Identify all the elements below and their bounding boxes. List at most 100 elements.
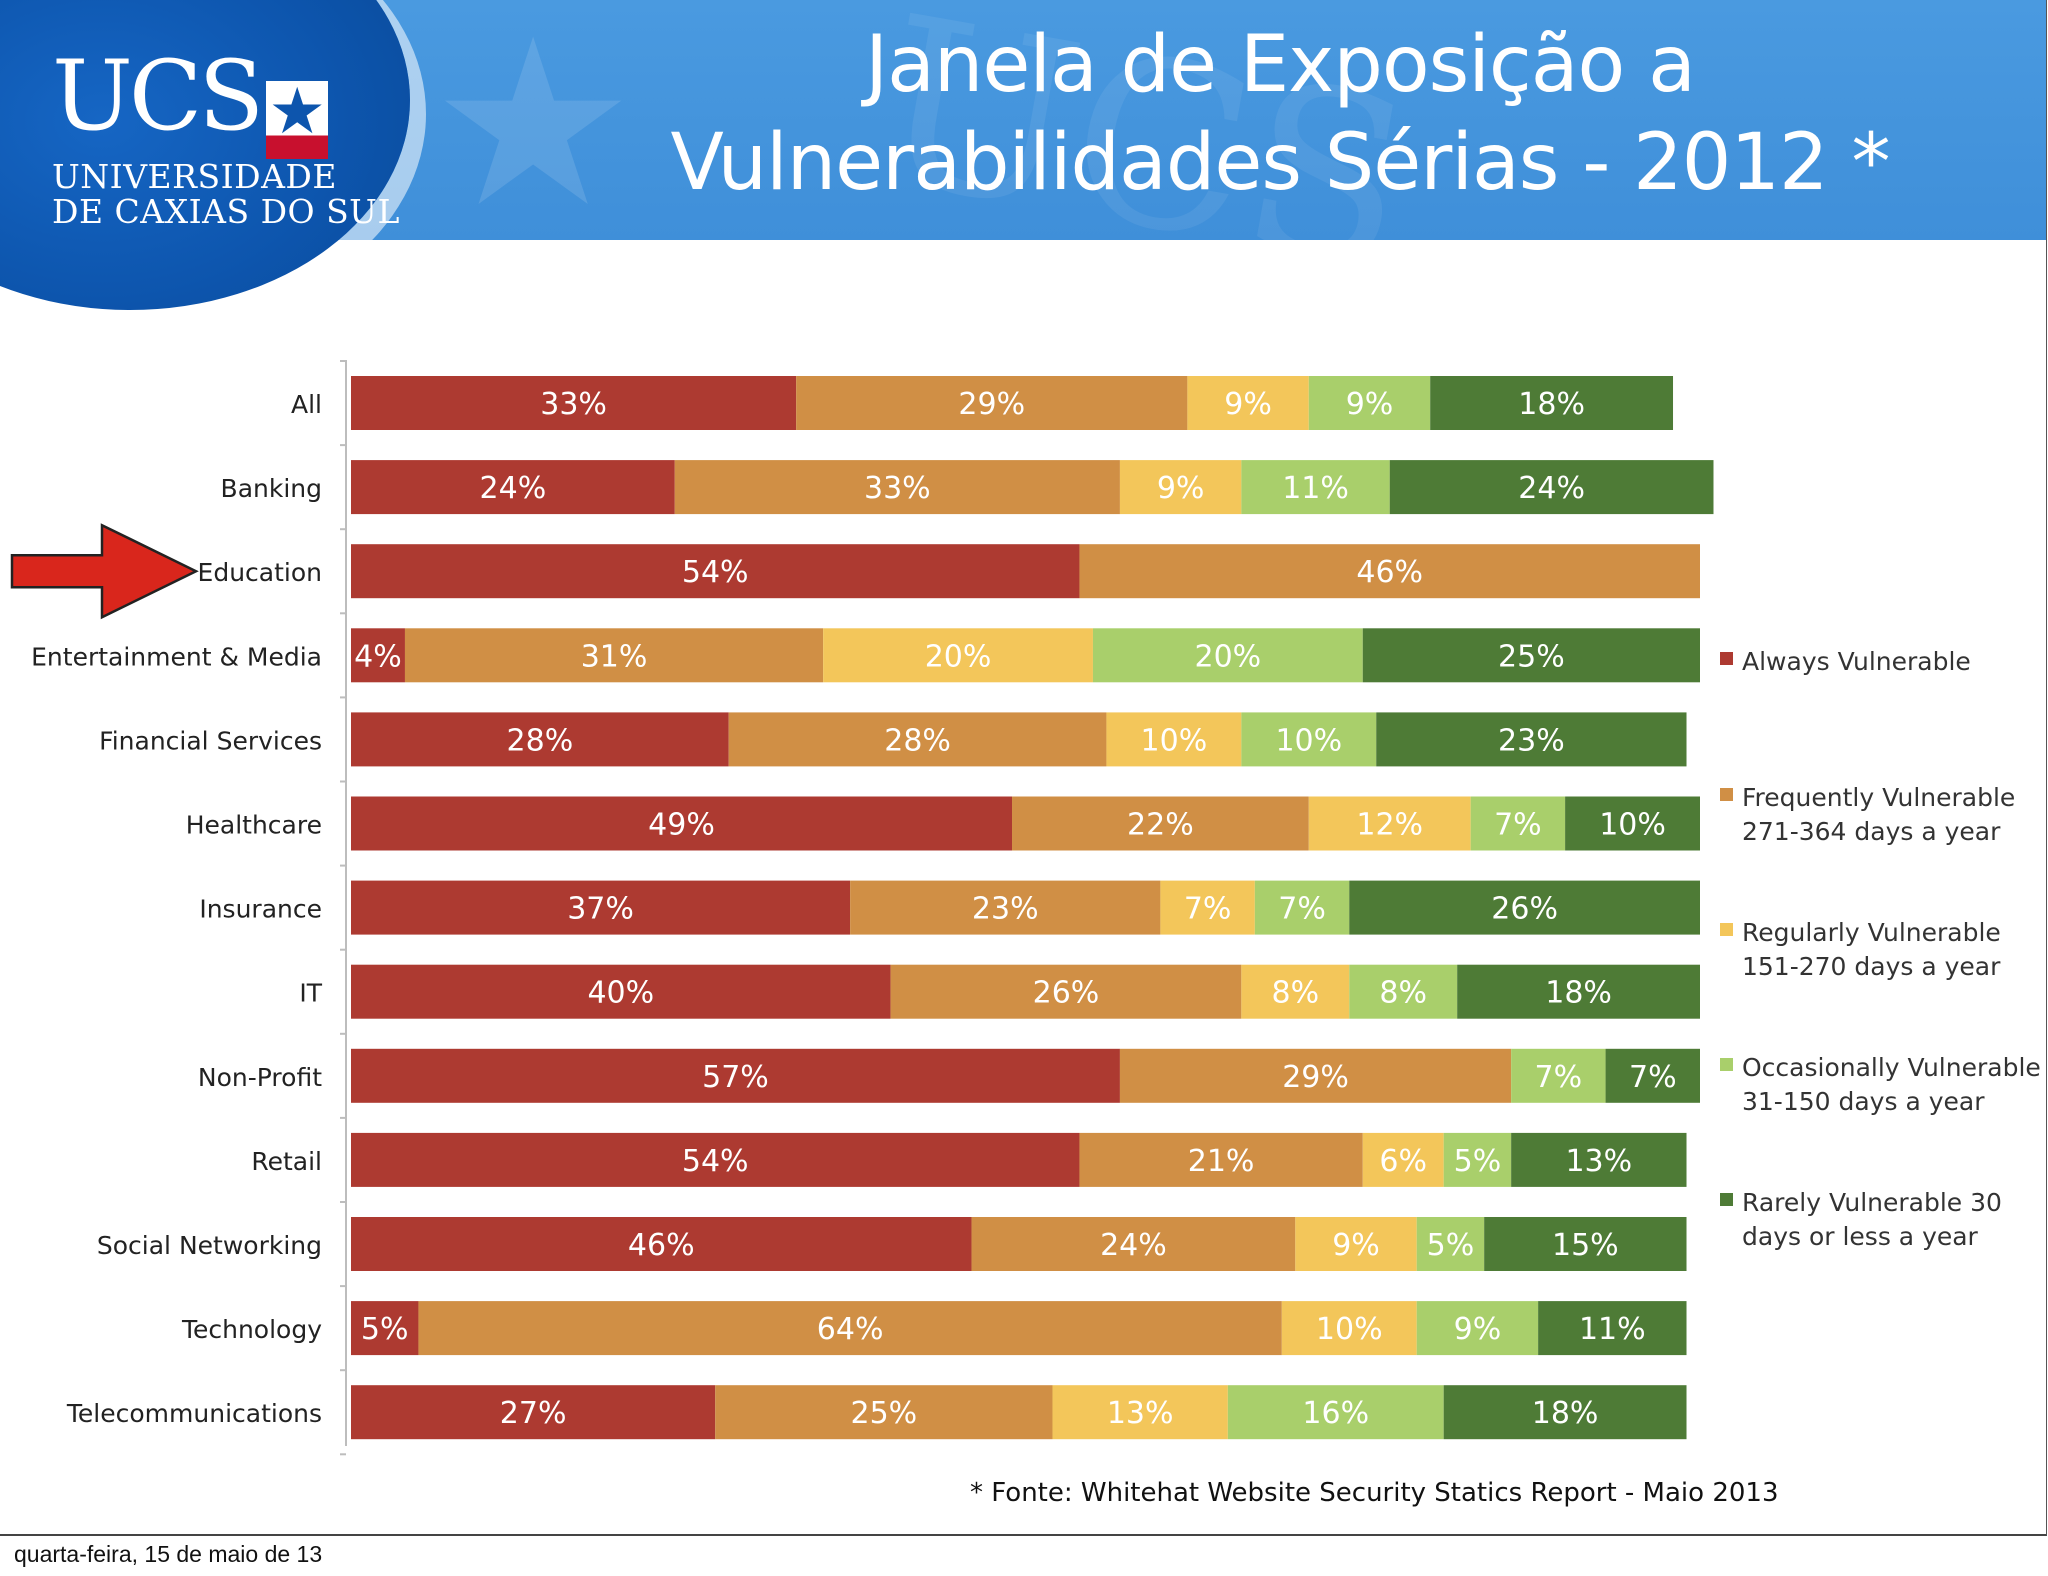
bar-segment — [1511, 1048, 1606, 1103]
data-label: 13% — [1107, 1396, 1174, 1431]
bar-segment — [351, 460, 675, 515]
data-label: 46% — [628, 1228, 695, 1263]
bar-segment — [1538, 1301, 1687, 1356]
data-label: 9% — [1346, 387, 1394, 422]
bar-segment — [1281, 1301, 1417, 1356]
data-label: 54% — [682, 555, 749, 590]
data-label: 28% — [507, 723, 574, 758]
bar-segment — [351, 628, 405, 683]
data-label: 21% — [1188, 1144, 1255, 1179]
bar-segment — [674, 460, 1120, 515]
data-label: 9% — [1332, 1228, 1380, 1263]
bar-segment — [351, 544, 1080, 599]
bar-segment — [1119, 1048, 1512, 1103]
bar-segment — [1605, 1048, 1700, 1103]
legend-label: 31-150 days a year — [1742, 1087, 1985, 1116]
data-label: 13% — [1565, 1144, 1632, 1179]
bar-segment — [351, 1385, 716, 1440]
data-label: 7% — [1535, 1060, 1583, 1095]
bar-segment — [890, 964, 1242, 1019]
bar-segment — [351, 796, 1013, 851]
bar-segment — [1119, 460, 1242, 515]
category-label: Retail — [251, 1147, 322, 1176]
data-label: 8% — [1272, 976, 1320, 1011]
bar-segment — [1227, 1385, 1444, 1440]
data-label: 10% — [1316, 1312, 1383, 1347]
logo-ucs-text: UCS — [52, 40, 264, 152]
bar-segment — [351, 1217, 972, 1271]
logo-line-1: UNIVERSIDADE — [52, 157, 337, 196]
bar-segment — [1389, 460, 1714, 515]
data-label: 18% — [1545, 976, 1612, 1011]
bar-segment — [1376, 712, 1687, 767]
bar-segment — [1079, 544, 1700, 599]
data-label: 33% — [540, 387, 607, 422]
bar-segment — [728, 712, 1107, 767]
bar-segment — [1308, 376, 1431, 430]
bar-segment — [351, 964, 891, 1019]
data-label: 25% — [851, 1396, 918, 1431]
category-label: Banking — [221, 474, 322, 503]
data-label: 25% — [1498, 639, 1565, 674]
data-label: 8% — [1379, 976, 1427, 1011]
data-label: 23% — [1498, 723, 1565, 758]
bar-segment — [1362, 628, 1700, 683]
bar-segment — [1470, 796, 1566, 851]
legend-swatch — [1720, 1193, 1733, 1206]
category-label: Healthcare — [186, 811, 322, 840]
legend-label: 151-270 days a year — [1742, 952, 2001, 981]
header-star-watermark-icon: ★ — [430, 0, 637, 258]
ucs-logo: UCS ★ UNIVERSIDADE DE CAXIAS DO SUL — [52, 48, 400, 229]
data-label: 40% — [587, 976, 654, 1011]
data-label: 15% — [1552, 1228, 1619, 1263]
bar-segment — [1349, 880, 1700, 935]
bar-segment — [351, 376, 797, 430]
bar-segment — [1416, 1301, 1539, 1356]
bar-segment — [1362, 1132, 1444, 1187]
bar-segment — [351, 1048, 1120, 1103]
category-label: Education — [198, 558, 322, 587]
data-label: 54% — [682, 1144, 749, 1179]
data-label: 64% — [817, 1312, 884, 1347]
bar-segment — [1308, 796, 1471, 851]
bar-segment — [971, 1217, 1296, 1271]
category-label: Non-Profit — [198, 1063, 322, 1092]
bar-segment — [1349, 964, 1458, 1019]
legend-label: days or less a year — [1742, 1222, 1979, 1251]
data-label: 18% — [1518, 387, 1585, 422]
bar-segment — [796, 376, 1188, 430]
slide-title: Janela de Exposição a Vulnerabilidades S… — [560, 16, 2000, 212]
data-label: 16% — [1302, 1396, 1369, 1431]
bar-segment — [1430, 376, 1674, 430]
bar-segment — [1160, 880, 1255, 935]
legend-swatch — [1720, 1058, 1733, 1071]
data-label: 9% — [1157, 471, 1205, 506]
data-label: 27% — [500, 1396, 567, 1431]
data-label: 20% — [925, 639, 992, 674]
data-label: 7% — [1184, 892, 1232, 927]
data-label: 18% — [1532, 1396, 1599, 1431]
category-label: All — [291, 390, 322, 419]
bar-segment — [1079, 1132, 1363, 1187]
data-label: 57% — [702, 1060, 769, 1095]
stacked-bar-chart: All 33% 29% 9% 9% 18% Banking 24% 33% 9% 11% 24% Edu… — [10, 360, 2041, 1456]
legend-label: Frequently Vulnerable — [1742, 783, 2015, 812]
data-label: 4% — [354, 639, 402, 674]
legend-swatch — [1720, 788, 1733, 801]
data-label: 26% — [1033, 976, 1100, 1011]
category-label: Insurance — [199, 895, 322, 924]
bar-segment — [1052, 1385, 1228, 1440]
slide-title-line-2: Vulnerabilidades Sérias - 2012 * — [670, 118, 1891, 208]
slide-title-line-1: Janela de Exposição a — [865, 20, 1696, 110]
logo-line-2: DE CAXIAS DO SUL — [52, 192, 400, 231]
bar-segment — [1187, 376, 1309, 430]
data-label: 10% — [1599, 808, 1666, 843]
category-label: Financial Services — [99, 726, 322, 755]
data-label: 28% — [884, 723, 951, 758]
bar-segment — [1457, 964, 1700, 1019]
bar-segment — [1241, 964, 1350, 1019]
bar-segment — [1254, 880, 1350, 935]
slide: ★ UCS UCS ★ UNIVERSIDADE DE CAXIAS DO SUL… — [0, 0, 2047, 1536]
data-label: 46% — [1356, 555, 1423, 590]
data-label: 37% — [567, 892, 634, 927]
